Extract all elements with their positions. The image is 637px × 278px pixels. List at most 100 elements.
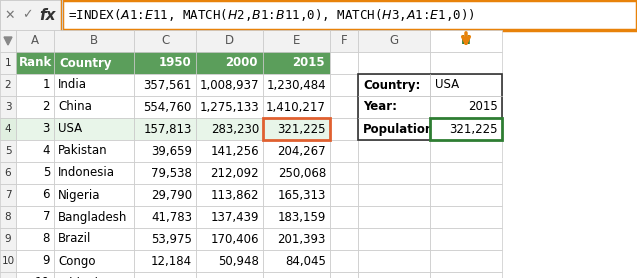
Text: Congo: Congo	[58, 254, 96, 267]
Text: India: India	[58, 78, 87, 91]
Bar	[263, 228, 330, 250]
Text: 2: 2	[43, 101, 50, 113]
Bar	[358, 74, 502, 140]
Bar	[16, 30, 54, 52]
Bar	[263, 272, 330, 278]
Bar	[358, 140, 430, 162]
Bar	[16, 140, 54, 162]
Text: 12,184: 12,184	[151, 254, 192, 267]
Bar	[358, 74, 430, 96]
Text: China: China	[58, 101, 92, 113]
Bar	[358, 250, 430, 272]
Bar	[430, 118, 502, 140]
Bar	[54, 250, 134, 272]
Text: 62,908: 62,908	[218, 277, 259, 278]
Bar	[16, 184, 54, 206]
Bar	[16, 206, 54, 228]
Bar	[430, 206, 502, 228]
Bar	[54, 272, 134, 278]
Bar	[196, 140, 263, 162]
Bar	[196, 184, 263, 206]
Bar	[330, 52, 358, 74]
Text: 8: 8	[43, 232, 50, 245]
Bar	[430, 140, 502, 162]
Bar	[196, 228, 263, 250]
Text: 2015: 2015	[468, 101, 498, 113]
Text: 10: 10	[35, 277, 50, 278]
Text: 1: 1	[43, 78, 50, 91]
Bar	[358, 184, 430, 206]
Text: 183,159: 183,159	[278, 210, 326, 224]
Bar	[134, 118, 196, 140]
Bar	[430, 30, 502, 52]
Bar	[430, 228, 502, 250]
Text: 6: 6	[4, 168, 11, 178]
Bar	[263, 140, 330, 162]
Bar	[358, 272, 430, 278]
Bar	[0, 206, 16, 228]
Text: C: C	[161, 34, 169, 48]
Bar	[54, 30, 134, 52]
Text: 41,783: 41,783	[151, 210, 192, 224]
Bar	[430, 52, 502, 74]
Bar	[54, 52, 134, 74]
Text: F: F	[341, 34, 347, 48]
Text: 2: 2	[4, 80, 11, 90]
Bar	[430, 96, 502, 118]
Bar	[430, 272, 502, 278]
Text: 4: 4	[4, 124, 11, 134]
Bar	[330, 272, 358, 278]
Text: 321,225: 321,225	[450, 123, 498, 135]
Text: 79,538: 79,538	[151, 167, 192, 180]
Bar	[196, 96, 263, 118]
Bar	[430, 74, 502, 96]
Bar	[263, 96, 330, 118]
Bar	[358, 118, 430, 140]
Bar	[0, 96, 16, 118]
Text: 10: 10	[1, 256, 15, 266]
Text: G: G	[389, 34, 399, 48]
Text: 18,434: 18,434	[151, 277, 192, 278]
Text: E: E	[293, 34, 300, 48]
Bar	[430, 250, 502, 272]
Text: 137,439: 137,439	[210, 210, 259, 224]
Text: 9: 9	[4, 234, 11, 244]
Text: 1950: 1950	[158, 56, 191, 70]
Bar	[0, 74, 16, 96]
Bar	[263, 118, 330, 140]
Text: 39,659: 39,659	[151, 145, 192, 158]
Text: 6: 6	[43, 188, 50, 202]
Text: Nigeria: Nigeria	[58, 188, 101, 202]
Text: 157,813: 157,813	[143, 123, 192, 135]
Text: Indonesia: Indonesia	[58, 167, 115, 180]
Text: 7: 7	[4, 190, 11, 200]
Bar	[134, 140, 196, 162]
Bar	[196, 74, 263, 96]
Text: USA: USA	[435, 78, 459, 91]
Bar	[330, 118, 358, 140]
Polygon shape	[4, 37, 12, 45]
Bar	[54, 118, 134, 140]
Bar	[0, 184, 16, 206]
Bar	[330, 228, 358, 250]
Bar	[330, 30, 358, 52]
Bar	[263, 52, 330, 74]
Text: Year:: Year:	[363, 101, 397, 113]
Bar	[263, 30, 330, 52]
Bar	[358, 162, 430, 184]
Bar	[330, 162, 358, 184]
Text: 8: 8	[4, 212, 11, 222]
Text: ✕: ✕	[4, 9, 15, 21]
Text: 204,267: 204,267	[277, 145, 326, 158]
Bar	[16, 162, 54, 184]
Bar	[196, 206, 263, 228]
Text: 1,410,217: 1,410,217	[266, 101, 326, 113]
Bar	[134, 74, 196, 96]
Bar	[134, 206, 196, 228]
Text: 113,862: 113,862	[210, 188, 259, 202]
Bar	[54, 140, 134, 162]
Text: 53,975: 53,975	[151, 232, 192, 245]
Text: 1,230,484: 1,230,484	[266, 78, 326, 91]
Text: 2015: 2015	[292, 56, 325, 70]
Text: Brazil: Brazil	[58, 232, 91, 245]
